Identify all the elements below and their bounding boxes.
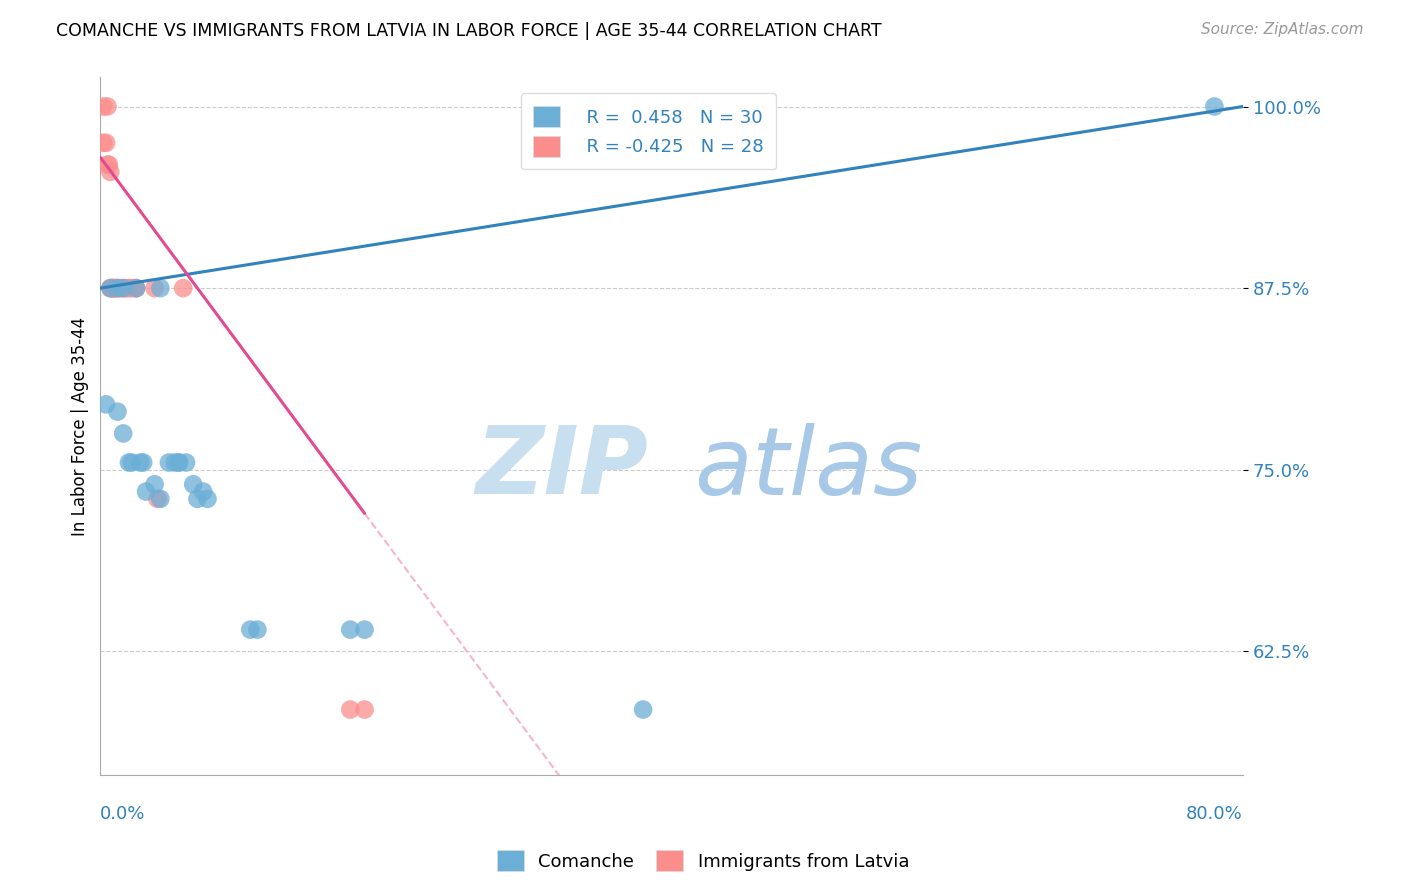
Point bbox=[135, 484, 157, 499]
Point bbox=[98, 281, 121, 295]
Point bbox=[96, 99, 118, 113]
Point bbox=[174, 456, 197, 470]
Point bbox=[339, 702, 361, 716]
Point bbox=[91, 99, 114, 113]
Point bbox=[146, 491, 169, 506]
Point bbox=[112, 426, 135, 441]
Point bbox=[339, 623, 361, 637]
Point bbox=[167, 456, 190, 470]
Point bbox=[149, 491, 172, 506]
Point bbox=[172, 281, 194, 295]
Point bbox=[107, 404, 129, 418]
Point bbox=[125, 281, 148, 295]
Text: ZIP: ZIP bbox=[477, 422, 648, 514]
Y-axis label: In Labor Force | Age 35-44: In Labor Force | Age 35-44 bbox=[72, 317, 89, 536]
Point bbox=[112, 281, 135, 295]
Point bbox=[132, 456, 155, 470]
Point bbox=[167, 456, 190, 470]
Point bbox=[110, 281, 132, 295]
Point bbox=[101, 281, 124, 295]
Point bbox=[115, 281, 138, 295]
Point bbox=[143, 281, 166, 295]
Point bbox=[197, 491, 219, 506]
Point bbox=[94, 136, 117, 150]
Point bbox=[186, 491, 208, 506]
Text: atlas: atlas bbox=[695, 423, 922, 514]
Point bbox=[91, 136, 114, 150]
Legend: Comanche, Immigrants from Latvia: Comanche, Immigrants from Latvia bbox=[489, 843, 917, 879]
Point bbox=[107, 281, 129, 295]
Point bbox=[125, 281, 148, 295]
Point bbox=[97, 158, 120, 172]
Point bbox=[98, 281, 121, 295]
Point bbox=[118, 456, 141, 470]
Point bbox=[104, 281, 127, 295]
Point bbox=[125, 281, 148, 295]
Point bbox=[101, 281, 124, 295]
Point bbox=[107, 281, 129, 295]
Point bbox=[1204, 99, 1226, 113]
Point bbox=[149, 281, 172, 295]
Point bbox=[112, 281, 135, 295]
Point bbox=[103, 281, 125, 295]
Point bbox=[103, 281, 125, 295]
Legend:   R =  0.458   N = 30,   R = -0.425   N = 28: R = 0.458 N = 30, R = -0.425 N = 28 bbox=[520, 94, 776, 169]
Point bbox=[246, 623, 269, 637]
Point bbox=[96, 158, 118, 172]
Point bbox=[239, 623, 262, 637]
Point bbox=[143, 477, 166, 491]
Point bbox=[353, 702, 375, 716]
Point bbox=[107, 281, 129, 295]
Point bbox=[121, 281, 143, 295]
Point bbox=[94, 397, 117, 411]
Point bbox=[121, 456, 143, 470]
Point bbox=[353, 623, 375, 637]
Point bbox=[631, 702, 654, 716]
Point bbox=[157, 456, 180, 470]
Point bbox=[181, 477, 204, 491]
Point bbox=[118, 281, 141, 295]
Point bbox=[104, 281, 127, 295]
Text: COMANCHE VS IMMIGRANTS FROM LATVIA IN LABOR FORCE | AGE 35-44 CORRELATION CHART: COMANCHE VS IMMIGRANTS FROM LATVIA IN LA… bbox=[56, 22, 882, 40]
Point bbox=[98, 165, 121, 179]
Text: 80.0%: 80.0% bbox=[1187, 805, 1243, 823]
Text: 0.0%: 0.0% bbox=[100, 805, 146, 823]
Point bbox=[129, 456, 152, 470]
Point bbox=[193, 484, 215, 499]
Text: Source: ZipAtlas.com: Source: ZipAtlas.com bbox=[1201, 22, 1364, 37]
Point bbox=[163, 456, 186, 470]
